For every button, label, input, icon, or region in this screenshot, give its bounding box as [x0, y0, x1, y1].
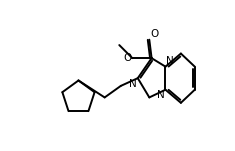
Text: N: N — [157, 90, 165, 101]
Text: N: N — [166, 56, 174, 66]
Text: O: O — [151, 29, 159, 39]
Text: N: N — [129, 79, 137, 89]
Text: O: O — [123, 53, 132, 63]
